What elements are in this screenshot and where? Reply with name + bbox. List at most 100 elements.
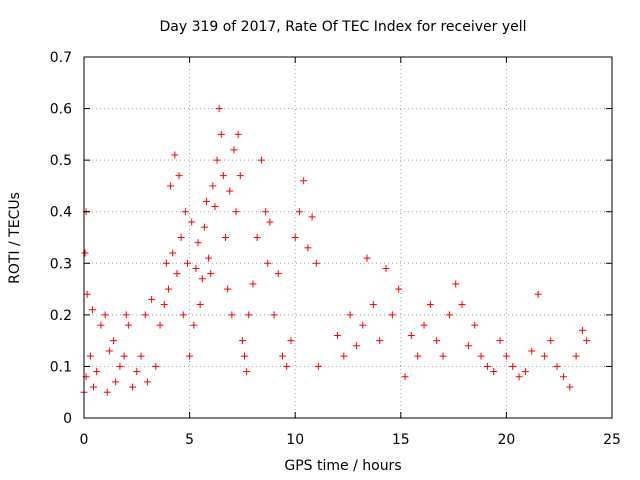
data-point bbox=[103, 388, 111, 396]
data-point bbox=[97, 321, 105, 329]
data-point bbox=[209, 182, 217, 190]
data-point bbox=[257, 156, 265, 164]
data-point bbox=[101, 311, 109, 319]
y-tick-label: 0.5 bbox=[50, 153, 72, 169]
data-point bbox=[207, 270, 215, 278]
data-point bbox=[222, 234, 230, 241]
y-tick-label: 0.4 bbox=[50, 205, 72, 221]
data-point bbox=[169, 249, 177, 257]
data-point bbox=[236, 172, 244, 180]
x-tick-label: 15 bbox=[392, 432, 410, 448]
data-point bbox=[483, 362, 491, 370]
data-point bbox=[198, 275, 206, 283]
x-tick-label: 0 bbox=[80, 432, 89, 448]
data-point bbox=[160, 301, 168, 309]
data-point bbox=[116, 362, 124, 370]
x-tick-label: 5 bbox=[185, 432, 194, 448]
data-point bbox=[215, 105, 223, 113]
data-point bbox=[186, 352, 194, 360]
data-point bbox=[129, 383, 137, 391]
y-axis-ticks: 0 0.1 0.2 0.3 0.4 0.5 0.6 0.7 bbox=[50, 50, 612, 427]
data-point bbox=[152, 362, 160, 370]
data-point bbox=[164, 285, 172, 293]
data-point bbox=[196, 301, 204, 309]
data-point bbox=[122, 311, 130, 319]
data-point bbox=[162, 259, 170, 267]
data-point bbox=[241, 352, 249, 360]
data-point bbox=[304, 244, 312, 252]
data-point bbox=[211, 203, 219, 211]
data-point bbox=[376, 337, 384, 345]
data-point bbox=[205, 254, 213, 262]
plot-frame bbox=[83, 56, 613, 419]
data-point bbox=[540, 352, 548, 360]
data-point bbox=[312, 259, 320, 267]
data-point bbox=[110, 337, 118, 345]
data-point bbox=[270, 311, 278, 319]
data-point bbox=[253, 234, 261, 241]
data-point bbox=[547, 337, 555, 345]
data-point bbox=[183, 259, 191, 267]
x-tick-label: 20 bbox=[497, 432, 515, 448]
x-axis-ticks: 0 5 10 15 20 25 bbox=[80, 57, 621, 448]
data-point bbox=[534, 290, 542, 298]
data-point bbox=[314, 362, 322, 370]
data-point bbox=[179, 311, 187, 319]
data-point bbox=[249, 280, 257, 288]
data-point bbox=[105, 347, 113, 355]
data-point bbox=[202, 197, 210, 205]
data-point bbox=[471, 321, 479, 329]
data-point bbox=[112, 378, 120, 386]
data-point bbox=[420, 321, 428, 329]
data-point bbox=[528, 347, 536, 355]
data-point bbox=[224, 285, 232, 293]
y-tick-label: 0 bbox=[63, 411, 72, 427]
data-point bbox=[583, 337, 591, 345]
data-point bbox=[559, 373, 567, 381]
data-point bbox=[308, 213, 316, 221]
data-point bbox=[490, 368, 498, 376]
data-point bbox=[86, 352, 94, 360]
data-point bbox=[167, 182, 175, 190]
chart-title: Day 319 of 2017, Rate Of TEC Index for r… bbox=[159, 19, 526, 35]
data-point bbox=[226, 187, 234, 195]
data-point bbox=[90, 383, 98, 391]
data-point bbox=[388, 311, 396, 319]
data-point bbox=[156, 321, 164, 329]
data-point bbox=[190, 321, 198, 329]
data-point bbox=[171, 151, 179, 159]
data-point bbox=[93, 368, 101, 376]
x-tick-label: 10 bbox=[286, 432, 304, 448]
data-point bbox=[181, 208, 189, 216]
data-point bbox=[369, 301, 377, 309]
data-point bbox=[274, 270, 282, 278]
data-point bbox=[477, 352, 485, 360]
data-point bbox=[553, 362, 561, 370]
data-point bbox=[219, 172, 227, 180]
data-point bbox=[382, 264, 390, 272]
y-tick-label: 0.6 bbox=[50, 102, 72, 118]
data-point bbox=[120, 352, 128, 360]
data-point bbox=[175, 172, 183, 180]
data-point bbox=[234, 130, 242, 138]
data-point bbox=[194, 239, 202, 247]
data-point bbox=[200, 223, 208, 231]
data-point bbox=[232, 208, 240, 216]
data-point bbox=[458, 301, 466, 309]
data-point bbox=[83, 290, 91, 298]
data-point bbox=[238, 337, 246, 345]
y-tick-label: 0.2 bbox=[50, 308, 72, 324]
data-point bbox=[346, 311, 354, 319]
data-point bbox=[188, 218, 196, 226]
data-point bbox=[133, 368, 141, 376]
data-point bbox=[352, 342, 360, 350]
data-point bbox=[521, 368, 529, 376]
y-tick-label: 0.3 bbox=[50, 256, 72, 272]
data-point bbox=[137, 352, 145, 360]
data-point bbox=[295, 208, 303, 216]
data-point bbox=[433, 337, 441, 345]
data-point bbox=[401, 373, 409, 381]
data-point bbox=[445, 311, 453, 319]
